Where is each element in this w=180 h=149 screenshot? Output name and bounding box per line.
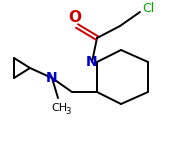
Text: 3: 3 [65, 107, 71, 117]
Text: CH: CH [51, 103, 67, 113]
Text: Cl: Cl [142, 3, 154, 15]
Text: O: O [69, 10, 82, 25]
Text: N: N [46, 71, 58, 85]
Text: N: N [86, 55, 98, 69]
